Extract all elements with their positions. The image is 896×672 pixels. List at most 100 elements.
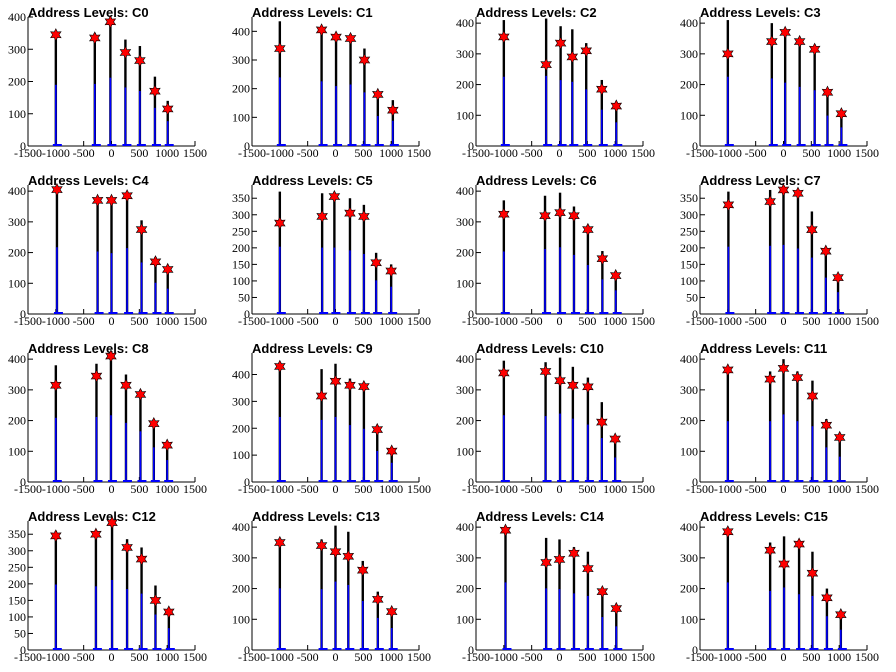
- x-tick-label: 1500: [183, 650, 207, 664]
- peak-marker: [539, 364, 552, 379]
- peak-marker: [821, 591, 833, 605]
- x-tick-label: 0: [781, 482, 787, 496]
- y-tick-label: 50: [686, 290, 698, 304]
- chart-plot: 0 50 100 150 200 250 300 350 -1500 -1000 -500 0 500 1…: [232, 185, 431, 328]
- peak-marker: [806, 389, 819, 403]
- peak-marker: [554, 205, 566, 220]
- x-tick-label: -500: [297, 482, 319, 496]
- x-tick-label: 1000: [603, 314, 627, 328]
- x-tick-label: -1500: [462, 146, 490, 160]
- peak-marker: [106, 515, 118, 530]
- histogram-bar: [320, 589, 323, 650]
- x-tick-label: 0: [781, 314, 787, 328]
- x-tick-label: 1500: [183, 146, 207, 160]
- x-tick-label: -1500: [14, 314, 42, 328]
- chart-plot: 0 100 200 300 400 -1500 -1000 -500 0 500 1000 1500: [8, 182, 207, 328]
- histogram-bar: [783, 587, 785, 650]
- x-tick-label: -500: [297, 146, 319, 160]
- y-tick-label: 100: [456, 612, 474, 626]
- peak-marker: [372, 87, 384, 102]
- y-tick-label: 300: [232, 551, 250, 565]
- x-tick-label: 500: [130, 482, 148, 496]
- histogram-bar: [376, 450, 379, 482]
- histogram-bar: [363, 253, 365, 314]
- peak-marker: [315, 538, 328, 553]
- y-tick-label: 100: [8, 610, 26, 624]
- peak-marker: [89, 31, 101, 45]
- histogram-bar: [811, 426, 814, 482]
- peak-marker: [50, 529, 62, 543]
- histogram-bar: [154, 282, 157, 314]
- histogram-bar: [349, 84, 352, 146]
- histogram-bar: [95, 416, 98, 482]
- histogram-bar: [94, 83, 96, 146]
- peak-marker: [51, 182, 63, 197]
- y-tick-label: 0: [692, 139, 698, 153]
- x-tick-label: 1500: [631, 650, 655, 664]
- histogram-bar: [838, 456, 841, 482]
- peak-marker: [498, 366, 510, 380]
- peak-marker: [105, 193, 118, 208]
- y-tick-label: 300: [680, 208, 698, 222]
- chart-title: Address Levels: C13: [252, 509, 380, 524]
- histogram-bar: [56, 247, 58, 314]
- peak-marker: [777, 361, 790, 376]
- x-tick-label: 500: [130, 314, 148, 328]
- histogram-bar: [727, 582, 729, 650]
- histogram-bar: [126, 248, 128, 314]
- x-tick-label: -500: [745, 146, 767, 160]
- y-tick-label: 200: [456, 582, 474, 596]
- x-tick-label: -500: [73, 146, 95, 160]
- peak-marker: [329, 545, 342, 559]
- peak-marker: [722, 525, 734, 539]
- chart-panel: Address Levels: C7 0 50 100 150 200 250 300 350 -…: [672, 168, 896, 336]
- peak-marker: [806, 566, 819, 580]
- histogram-bar: [798, 86, 801, 146]
- chart-panel: Address Levels: C2 0 100 200 300 400 -1500 -100…: [448, 0, 672, 168]
- y-tick-label: 250: [680, 224, 698, 238]
- x-tick-label: -500: [73, 650, 95, 664]
- y-tick-label: 350: [680, 191, 698, 205]
- x-tick-label: 1000: [155, 650, 179, 664]
- y-tick-label: 150: [232, 257, 250, 271]
- histogram-bar: [727, 246, 730, 314]
- peak-marker: [596, 252, 609, 266]
- chart-plot: 0 100 200 300 400 -1500 -1000 -500 0 500 1000 1500: [232, 17, 431, 160]
- histogram-bar: [334, 581, 337, 650]
- chart-panel: Address Levels: C13 0 100 200 300 400 -1500 -10…: [224, 504, 448, 672]
- x-tick-label: -1500: [14, 482, 42, 496]
- x-tick-label: 500: [802, 482, 820, 496]
- y-tick-label: 200: [680, 582, 698, 596]
- y-tick-label: 100: [232, 274, 250, 288]
- peak-marker: [566, 50, 579, 64]
- x-tick-label: -1000: [42, 146, 70, 160]
- x-tick-label: 500: [578, 146, 596, 160]
- histogram-bar: [559, 413, 561, 482]
- histogram-bar: [55, 417, 57, 482]
- x-tick-label: -1000: [42, 482, 70, 496]
- peak-marker: [498, 30, 510, 44]
- peak-marker: [596, 415, 608, 429]
- peak-marker: [596, 584, 609, 599]
- peak-marker: [806, 222, 818, 237]
- x-tick-label: -1000: [266, 482, 294, 496]
- x-tick-label: -500: [73, 314, 95, 328]
- y-tick-label: 300: [232, 208, 250, 222]
- histogram-bar: [782, 414, 785, 482]
- peak-marker: [808, 42, 821, 56]
- peak-marker: [358, 53, 371, 67]
- x-tick-label: -1000: [490, 314, 518, 328]
- histogram-bar: [375, 280, 377, 314]
- histogram-bar: [363, 428, 365, 482]
- histogram-bar: [321, 247, 323, 314]
- y-tick-label: 100: [232, 448, 250, 462]
- y-tick-label: 100: [8, 276, 26, 290]
- histogram-bar: [837, 292, 839, 314]
- chart-title: Address Levels: C7: [700, 173, 821, 188]
- histogram-bar: [154, 107, 156, 146]
- x-tick-label: 500: [354, 314, 372, 328]
- peak-marker: [610, 601, 623, 616]
- histogram-bar: [333, 247, 336, 314]
- y-tick-label: 100: [680, 274, 698, 288]
- chart-plot: 0 100 200 300 400 -1500 -1000 -500 0 500 1000 1500: [232, 353, 431, 496]
